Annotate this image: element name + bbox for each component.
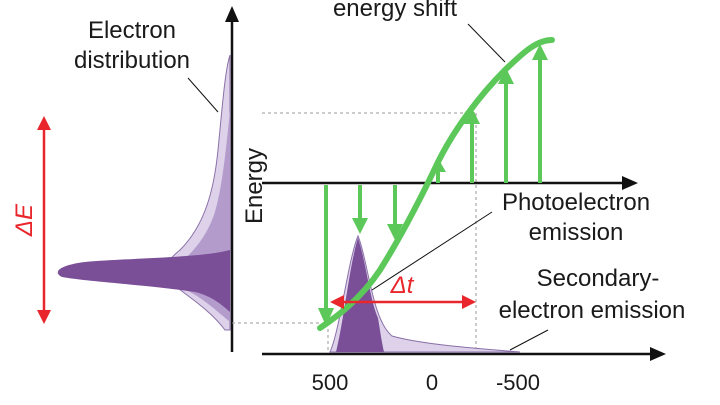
electron-distribution-label-line2: distribution	[74, 47, 190, 74]
green-arrow-down	[318, 185, 334, 326]
distribution-dark-peak	[57, 250, 230, 312]
energy-shift-label: energy shift	[333, 0, 457, 22]
secondary-label-line2: electron emission	[499, 297, 686, 324]
time-tick-label: -500	[496, 370, 540, 395]
green-arrow-down	[352, 185, 368, 234]
photoelectron-label-line1: Photoelectron	[502, 189, 650, 216]
delta-t-label: Δt	[390, 272, 415, 299]
energy-shift-pointer	[467, 23, 506, 63]
electron-distribution-plot	[57, 6, 239, 352]
secondary-label-line1: Secondary-	[537, 265, 660, 292]
green-arrow-up	[532, 44, 548, 183]
distribution-pointer	[187, 77, 219, 113]
time-tick-label: 0	[426, 370, 438, 395]
green-arrow-up	[464, 108, 480, 183]
delta-t-marker	[330, 295, 476, 309]
electron-distribution-label-line1: Electron	[88, 17, 176, 44]
energy-shift-curve-group	[317, 37, 555, 331]
energy-axis-label: Energy	[241, 148, 268, 224]
photoelectron-label-line2: emission	[529, 219, 624, 246]
secondary-pointer	[509, 329, 549, 351]
green-arrow-up	[430, 158, 446, 183]
time-axis-arrowhead	[650, 347, 666, 361]
delta-e-label: ΔE	[11, 203, 38, 237]
green-arrow-down	[387, 185, 403, 240]
time-tick-label: 500	[312, 370, 349, 395]
green-arrow-up	[498, 68, 514, 183]
delta-e-marker	[37, 116, 51, 324]
energy-axis-arrowhead	[225, 6, 239, 22]
photoelectron-pointer	[371, 211, 493, 291]
zero-energy-arrowhead	[622, 176, 638, 190]
